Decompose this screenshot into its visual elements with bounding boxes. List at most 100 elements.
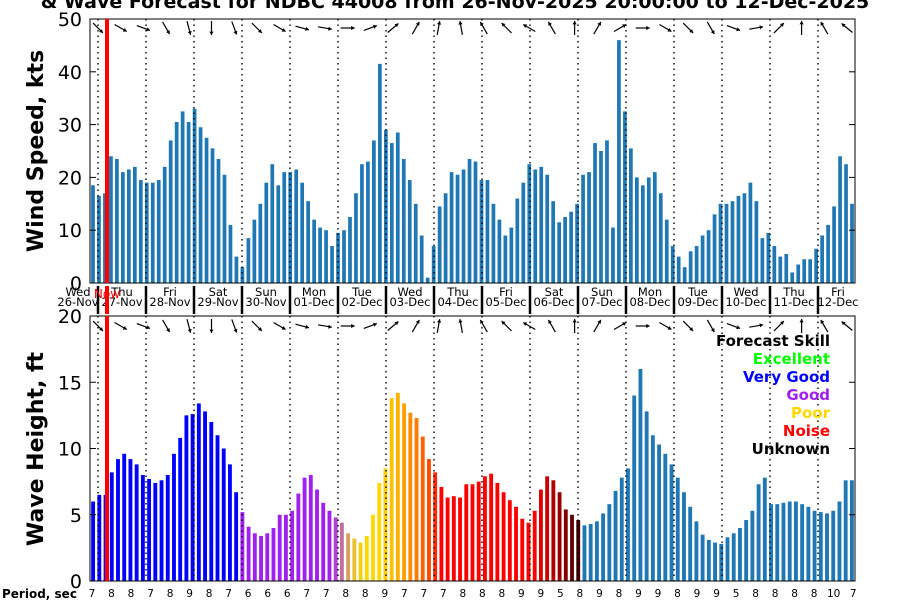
wind-bar: [646, 177, 651, 283]
wind-bar: [778, 256, 783, 283]
wind-bar: [635, 177, 639, 283]
wind-bar: [754, 201, 759, 283]
wave-panel: 0 5 10 15 20 Wave Height, ft Forecast Skill …: [24, 306, 856, 593]
wind-bar: [97, 195, 101, 283]
wave-bar: [458, 497, 462, 581]
day-of-week-label: Fri: [163, 285, 177, 299]
wind-bar: [509, 227, 514, 283]
skill-legend-unknown: Unknown: [752, 440, 830, 458]
wave-bar: [781, 502, 786, 581]
wind-bar: [599, 151, 603, 283]
period-tick-label: 7: [401, 588, 408, 600]
wave-y-label: Wave Height, ft: [24, 351, 49, 546]
wind-direction-arrows: [92, 20, 853, 36]
wave-y-axis: 0 5 10 15 20: [58, 306, 855, 593]
wind-bar: [682, 267, 687, 283]
direction-arrowhead: [523, 322, 528, 326]
date-label: 02-Dec: [341, 295, 382, 309]
wave-bar: [420, 436, 425, 581]
day-of-week-label: Tue: [687, 285, 708, 299]
wind-plot-frame: [89, 18, 856, 284]
date-label: 11-Dec: [773, 295, 814, 309]
direction-arrowhead: [437, 319, 442, 323]
period-tick-label: 6: [284, 588, 291, 600]
date-label: 27-Nov: [101, 295, 142, 309]
y-tick-label: 0: [70, 273, 82, 295]
wind-bar: [730, 201, 735, 283]
wind-bar: [186, 121, 191, 284]
wave-bar: [178, 437, 183, 581]
skill-legend-very-good: Very Good: [743, 368, 830, 386]
wind-bar: [138, 180, 143, 283]
wave-bar: [464, 484, 469, 581]
period-tick-label: 8: [791, 588, 798, 600]
wave-bar: [259, 535, 263, 581]
day-of-week-label: Mon: [638, 285, 662, 299]
wind-bar: [312, 219, 316, 283]
wave-bar: [594, 521, 599, 582]
direction-arrowhead: [166, 328, 170, 333]
wind-bar: [784, 253, 789, 283]
wave-bar: [91, 501, 96, 581]
direction-arrowhead: [548, 319, 552, 324]
wind-bar: [378, 63, 382, 283]
wave-bar: [414, 418, 419, 581]
wave-bar: [159, 480, 164, 581]
wind-bar: [545, 174, 550, 283]
period-tick-label: 7: [303, 588, 310, 600]
day-of-week-label: Thu: [446, 285, 469, 299]
day-of-week-label: Sat: [545, 285, 564, 299]
wave-bar: [172, 453, 176, 581]
date-label: 08-Dec: [629, 295, 670, 309]
wave-bar: [495, 482, 500, 581]
period-tick-label: 7: [850, 588, 857, 600]
wind-bar: [348, 217, 352, 283]
y-tick-label: 30: [58, 115, 82, 137]
wind-bar: [629, 148, 633, 283]
wind-bar: [210, 148, 215, 283]
wave-bar: [451, 496, 456, 581]
wave-bar: [694, 521, 699, 582]
y-tick-label: 5: [70, 505, 82, 527]
wave-bar: [128, 459, 133, 581]
day-of-week-label: Fri: [831, 285, 845, 299]
wave-bar: [290, 510, 295, 581]
day-of-week-label: Fri: [499, 285, 513, 299]
wind-bar: [838, 156, 842, 283]
wave-bar: [526, 522, 531, 581]
wave-bar: [800, 504, 805, 581]
direction-arrowhead: [122, 28, 127, 32]
wind-bar: [437, 206, 442, 283]
wave-bar: [116, 459, 120, 581]
wind-bar: [246, 238, 251, 283]
period-tick-label: 9: [596, 588, 603, 600]
direction-arrowhead: [373, 24, 377, 29]
wind-bar: [790, 272, 795, 283]
wind-bar: [306, 201, 310, 283]
wave-bar: [134, 464, 139, 581]
period-tick-label: 8: [577, 588, 584, 600]
direction-arrowhead: [501, 23, 506, 27]
wave-bar: [389, 398, 394, 581]
wind-bar: [121, 172, 125, 283]
date-label: 07-Dec: [581, 295, 622, 309]
skill-legend-poor: Poor: [791, 404, 831, 422]
wind-bar: [479, 180, 484, 283]
wave-bar: [601, 513, 606, 581]
wind-bar: [712, 214, 717, 283]
period-tick-label: 8: [206, 588, 213, 600]
day-of-week-label: Thu: [110, 285, 133, 299]
wave-bar: [439, 486, 444, 581]
y-tick-label: 40: [58, 62, 82, 84]
wind-bar: [658, 193, 663, 283]
wave-bar: [476, 481, 481, 582]
wave-bar: [402, 403, 407, 581]
skill-legend-title: Forecast Skill: [716, 332, 830, 350]
direction-arrowhead: [458, 21, 463, 25]
wave-bar: [383, 468, 388, 582]
direction-arrowhead: [597, 21, 601, 26]
wave-bar: [427, 459, 431, 581]
wind-bar: [132, 166, 137, 283]
wind-bar: [109, 156, 113, 283]
wind-bar: [670, 246, 675, 283]
